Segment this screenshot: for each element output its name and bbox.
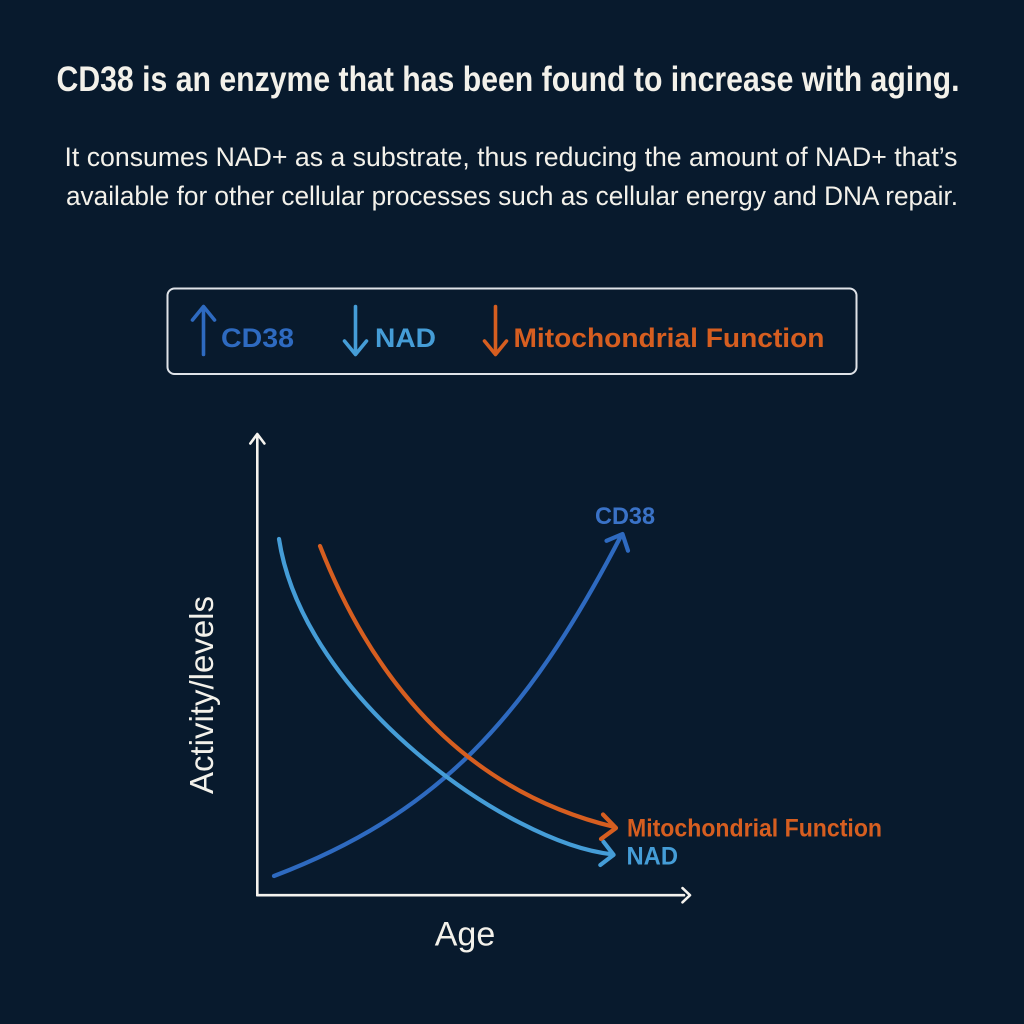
svg-text:Mitochondrial Function: Mitochondrial Function [627,815,882,843]
svg-text:NAD: NAD [627,843,679,871]
svg-text:available for other cellular p: available for other cellular processes s… [66,181,958,211]
svg-text:Age: Age [435,916,496,954]
svg-text:Mitochondrial Function: Mitochondrial Function [514,323,825,353]
svg-text:It consumes NAD+ as a substrat: It consumes NAD+ as a substrate, thus re… [65,142,958,172]
svg-text:CD38: CD38 [221,323,294,353]
svg-text:CD38 is an enzyme that has bee: CD38 is an enzyme that has been found to… [57,60,960,99]
svg-text:NAD: NAD [375,323,436,353]
svg-text:CD38: CD38 [595,503,655,530]
svg-text:Activity/levels: Activity/levels [183,596,220,794]
